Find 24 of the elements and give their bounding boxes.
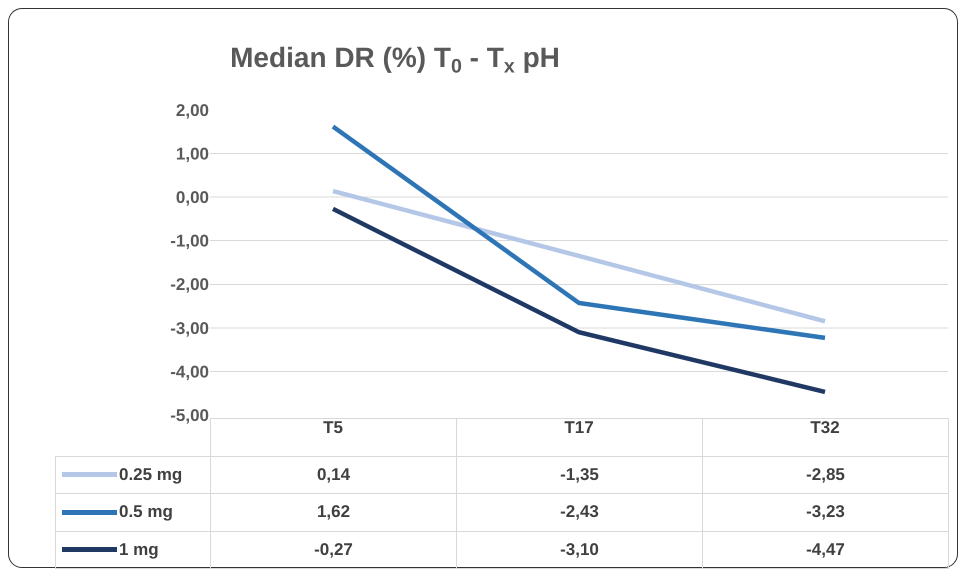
y-tick-label: 0,00	[176, 188, 209, 208]
legend-label: 0.25 mg	[119, 464, 182, 485]
data-label: -4,47	[702, 530, 949, 569]
y-tick-label: -5,00	[170, 406, 209, 425]
data-label: 1,62	[210, 493, 457, 532]
chart-title: Median DR (%) T$_{0}$ - T$_{x}$ pH	[230, 42, 560, 78]
data-label: -2,43	[456, 493, 703, 532]
x-tick-label: T32	[810, 418, 840, 437]
data-label: -3,23	[702, 493, 949, 532]
y-tick-label: 1,00	[176, 144, 209, 164]
data-label: -1,35	[456, 456, 703, 494]
y-tick-label: -4,00	[170, 362, 209, 382]
y-tick-label: -1,00	[170, 232, 209, 251]
y-tick-label: -3,00	[170, 318, 209, 338]
x-tick-label: T17	[564, 418, 594, 437]
data-label: -2,85	[702, 456, 949, 494]
y-tick-label: 2,00	[176, 100, 209, 120]
legend-label: 0.5 mg	[119, 502, 173, 522]
data-label: -0,27	[210, 530, 457, 569]
legend-label: 1 mg	[119, 540, 159, 560]
x-tick-label: T5	[323, 418, 343, 437]
data-label: 0,14	[210, 456, 457, 494]
y-tick-label: -2,00	[170, 275, 209, 294]
data-label: -3,10	[456, 530, 703, 569]
